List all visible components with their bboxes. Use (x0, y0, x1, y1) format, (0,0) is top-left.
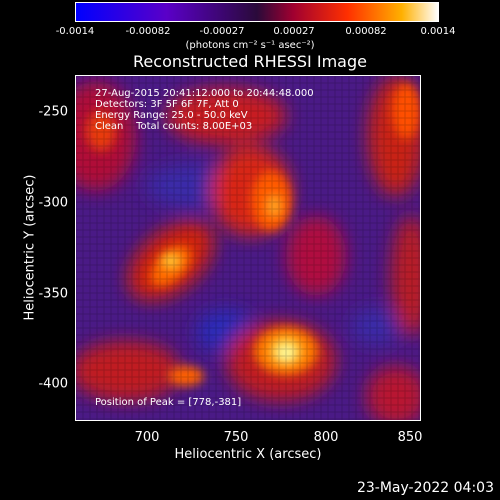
emission-map (76, 76, 420, 420)
colorbar-unit: (photons cm⁻² s⁻¹ asec⁻²) (185, 40, 315, 51)
peak-position-label: Position of Peak = [778,-381] (95, 397, 242, 408)
time-range-label: 27-Aug-2015 20:41:12.000 to 20:44:48.000 (95, 88, 314, 99)
image-title: Reconstructed RHESSI Image (133, 52, 367, 71)
y-tick: -300 (38, 195, 68, 211)
x-tick: 800 (313, 430, 339, 445)
x-tick: 750 (223, 430, 249, 445)
colorbar-tick: 0.0014 (420, 26, 456, 37)
y-tick: -250 (38, 104, 68, 120)
timestamp: 23-May-2022 04:03 (356, 480, 494, 496)
rhessi-image (75, 75, 421, 421)
energy-range-label: Energy Range: 25.0 - 50.0 keV (95, 110, 248, 121)
colorbar-tick: -0.0014 (55, 26, 95, 37)
y-tick: -400 (38, 376, 68, 392)
colorbar (75, 2, 439, 22)
colorbar-tick: 0.00027 (273, 26, 315, 37)
colorbar-tick: -0.00082 (125, 26, 171, 37)
colorbar-tick: 0.00082 (345, 26, 387, 37)
y-tick: -350 (38, 286, 68, 302)
x-axis-label: Heliocentric X (arcsec) (174, 447, 322, 462)
colorbar-tick: -0.00027 (199, 26, 245, 37)
x-tick: 850 (397, 430, 423, 445)
total-counts-label: Clean Total counts: 8.00E+03 (95, 121, 253, 132)
y-axis-label: Heliocentric Y (arcsec) (22, 174, 38, 321)
colorbar-gradient (76, 3, 438, 21)
x-tick: 700 (134, 430, 160, 445)
detectors-label: Detectors: 3F 5F 6F 7F, Att 0 (95, 99, 239, 110)
